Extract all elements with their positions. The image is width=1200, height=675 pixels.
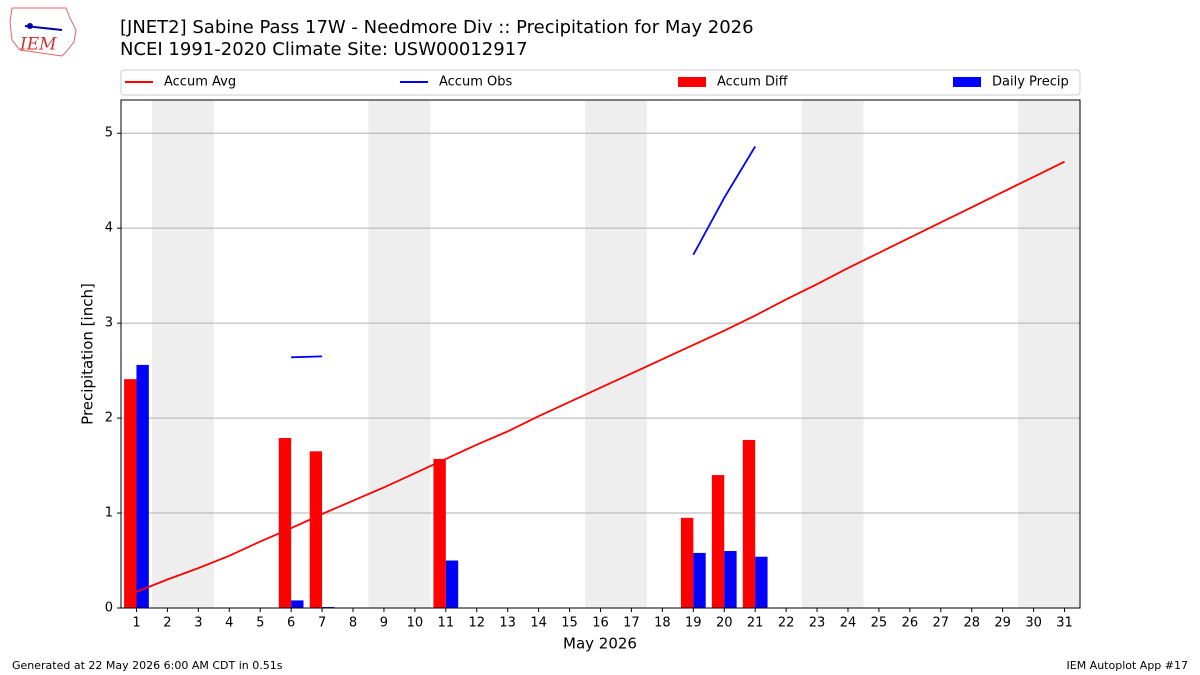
line xyxy=(692,146,756,256)
y-tick-label: 5 xyxy=(105,126,113,141)
x-tick-label: 28 xyxy=(963,616,980,631)
x-tick-label: 22 xyxy=(778,616,795,631)
y-tick-label: 0 xyxy=(105,601,113,616)
x-tick-label: 18 xyxy=(654,616,671,631)
bar xyxy=(693,552,706,608)
weekend-band xyxy=(151,100,214,608)
bar xyxy=(136,364,149,608)
bar xyxy=(742,439,756,608)
footer-left: Generated at 22 May 2026 6:00 AM CDT in … xyxy=(12,659,283,672)
y-tick-label: 3 xyxy=(105,316,113,331)
logo-outline xyxy=(9,7,77,57)
footer-right: IEM Autoplot App #17 xyxy=(1067,659,1189,672)
bar xyxy=(124,379,137,608)
bar xyxy=(278,438,292,608)
x-tick-label: 8 xyxy=(349,616,357,631)
legend-box xyxy=(120,69,1081,96)
y-tick-label: 4 xyxy=(105,221,113,236)
x-tick-label: 21 xyxy=(747,616,764,631)
bar xyxy=(309,451,323,608)
line xyxy=(136,160,1065,593)
x-tick-label: 17 xyxy=(623,616,640,631)
x-tick-label: 25 xyxy=(871,616,888,631)
legend-label: Accum Diff xyxy=(717,75,789,90)
x-tick-label: 20 xyxy=(716,616,733,631)
x-tick-label: 2 xyxy=(163,616,171,631)
chart-title: [JNET2] Sabine Pass 17W - Needmore Div :… xyxy=(120,17,754,38)
bar xyxy=(724,551,737,608)
bar xyxy=(680,517,694,608)
legend-label: Accum Obs xyxy=(439,75,512,90)
logo-text: IEM xyxy=(19,35,57,55)
x-tick-label: 31 xyxy=(1056,616,1073,631)
x-tick-label: 27 xyxy=(933,616,950,631)
bar xyxy=(445,560,459,608)
y-tick-label: 1 xyxy=(105,506,113,521)
x-tick-label: 26 xyxy=(902,616,919,631)
legend-label: Accum Avg xyxy=(164,75,236,90)
y-axis-label: Precipitation [inch] xyxy=(79,283,97,425)
x-tick-label: 5 xyxy=(256,616,264,631)
x-tick-label: 14 xyxy=(530,616,547,631)
weekend-band xyxy=(368,100,431,608)
legend-swatch xyxy=(953,77,981,87)
chart-subtitle: NCEI 1991-2020 Climate Site: USW00012917 xyxy=(120,39,528,60)
x-tick-label: 23 xyxy=(809,616,826,631)
x-tick-label: 12 xyxy=(468,616,485,631)
weekend-band xyxy=(1018,100,1080,608)
x-tick-label: 4 xyxy=(225,616,233,631)
x-tick-label: 13 xyxy=(499,616,516,631)
x-tick-label: 15 xyxy=(561,616,578,631)
line xyxy=(291,355,323,359)
legend-swatch xyxy=(678,77,706,87)
bar xyxy=(433,458,446,608)
y-tick-label: 2 xyxy=(105,411,113,426)
x-tick-label: 19 xyxy=(685,616,702,631)
x-tick-label: 16 xyxy=(592,616,609,631)
x-axis-label: May 2026 xyxy=(563,635,637,653)
bar xyxy=(711,475,725,608)
logo-dot xyxy=(27,23,33,29)
x-tick-label: 29 xyxy=(994,616,1011,631)
weekend-band xyxy=(585,100,647,608)
x-tick-label: 3 xyxy=(194,616,202,631)
bar xyxy=(291,600,304,608)
bar xyxy=(755,556,768,608)
x-tick-label: 24 xyxy=(840,616,857,631)
x-tick-label: 11 xyxy=(438,616,455,631)
x-tick-label: 7 xyxy=(318,616,326,631)
x-tick-label: 30 xyxy=(1025,616,1042,631)
plot-frame xyxy=(120,99,1081,609)
x-tick-label: 9 xyxy=(380,616,388,631)
x-tick-label: 10 xyxy=(407,616,424,631)
legend-label: Daily Precip xyxy=(992,75,1069,90)
x-tick-label: 6 xyxy=(287,616,295,631)
weekend-band xyxy=(801,100,864,608)
x-tick-label: 1 xyxy=(132,616,140,631)
logo: IEM xyxy=(9,7,77,57)
